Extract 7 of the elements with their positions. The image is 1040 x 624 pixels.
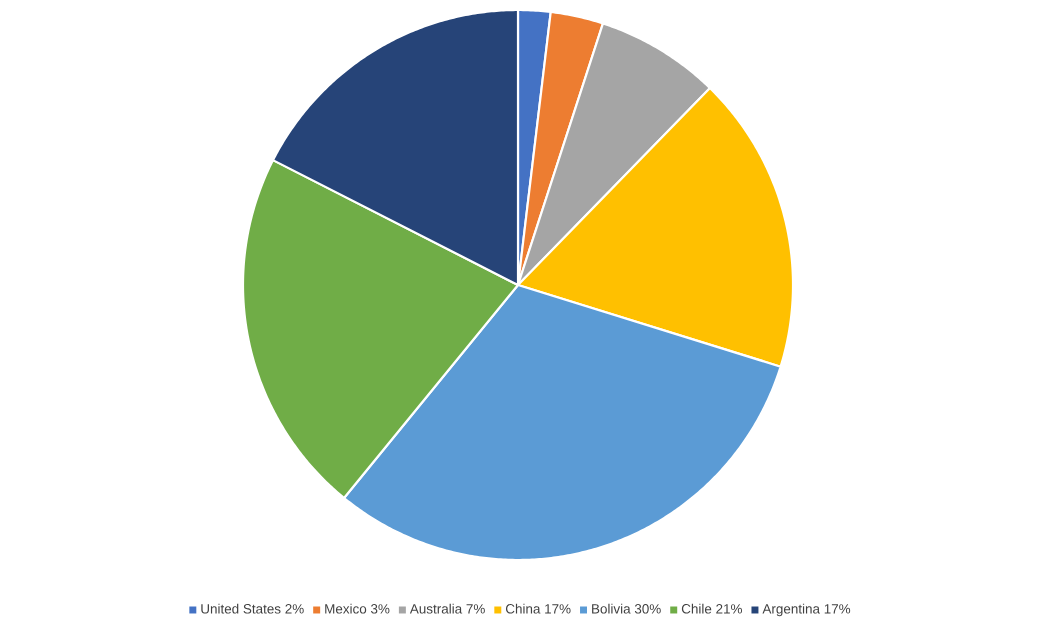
legend-label: Argentina 17% [762,603,851,617]
legend-label: Australia 7% [409,603,485,614]
legend-label: Chile 21% [681,603,742,614]
legend-label: China 17% [505,603,571,614]
legend-label: Mexico 3% [325,603,390,614]
legend-label: United States 2% [201,603,304,614]
legend-label: Bolivia 30% [592,603,661,614]
